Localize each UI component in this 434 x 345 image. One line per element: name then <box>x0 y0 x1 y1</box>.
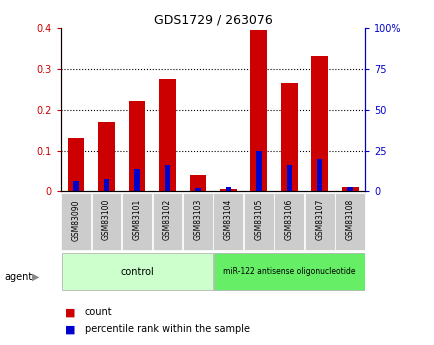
Title: GDS1729 / 263076: GDS1729 / 263076 <box>154 13 272 27</box>
Bar <box>250 30 266 191</box>
FancyBboxPatch shape <box>213 193 243 249</box>
FancyBboxPatch shape <box>243 193 273 249</box>
Text: ■: ■ <box>65 325 76 334</box>
Bar <box>104 179 109 191</box>
FancyBboxPatch shape <box>122 193 151 249</box>
Bar <box>134 169 139 191</box>
FancyBboxPatch shape <box>152 193 182 249</box>
Bar <box>189 175 206 191</box>
FancyBboxPatch shape <box>61 254 212 290</box>
Text: GSM83101: GSM83101 <box>132 199 141 240</box>
Text: percentile rank within the sample: percentile rank within the sample <box>85 325 249 334</box>
Text: GSM83102: GSM83102 <box>163 199 171 240</box>
Bar <box>68 138 84 191</box>
Text: GSM83106: GSM83106 <box>284 199 293 240</box>
Bar <box>316 159 322 191</box>
FancyBboxPatch shape <box>304 193 334 249</box>
Text: GSM83100: GSM83100 <box>102 199 111 240</box>
Bar <box>311 56 327 191</box>
Bar <box>225 187 230 191</box>
Text: agent: agent <box>4 272 33 282</box>
FancyBboxPatch shape <box>213 254 364 290</box>
Text: count: count <box>85 307 112 317</box>
Bar <box>220 189 236 191</box>
Text: control: control <box>120 267 154 277</box>
Bar <box>341 187 358 191</box>
Text: GSM83104: GSM83104 <box>224 199 232 240</box>
Text: GSM83107: GSM83107 <box>315 199 323 240</box>
Text: GSM83090: GSM83090 <box>72 199 80 240</box>
Bar <box>128 101 145 191</box>
Bar <box>256 150 261 191</box>
Bar <box>195 188 200 191</box>
Text: GSM83108: GSM83108 <box>345 199 354 240</box>
Text: GSM83103: GSM83103 <box>193 199 202 240</box>
Bar <box>73 181 79 191</box>
Text: ■: ■ <box>65 307 76 317</box>
Bar <box>164 165 170 191</box>
Bar <box>347 187 352 191</box>
Text: ▶: ▶ <box>32 272 40 282</box>
FancyBboxPatch shape <box>92 193 121 249</box>
FancyBboxPatch shape <box>335 193 364 249</box>
Bar <box>159 79 175 191</box>
FancyBboxPatch shape <box>274 193 303 249</box>
FancyBboxPatch shape <box>183 193 212 249</box>
Bar <box>286 165 291 191</box>
Bar <box>280 83 297 191</box>
Text: GSM83105: GSM83105 <box>254 199 263 240</box>
Text: miR-122 antisense oligonucleotide: miR-122 antisense oligonucleotide <box>223 267 355 276</box>
FancyBboxPatch shape <box>61 193 91 249</box>
Bar <box>98 122 115 191</box>
